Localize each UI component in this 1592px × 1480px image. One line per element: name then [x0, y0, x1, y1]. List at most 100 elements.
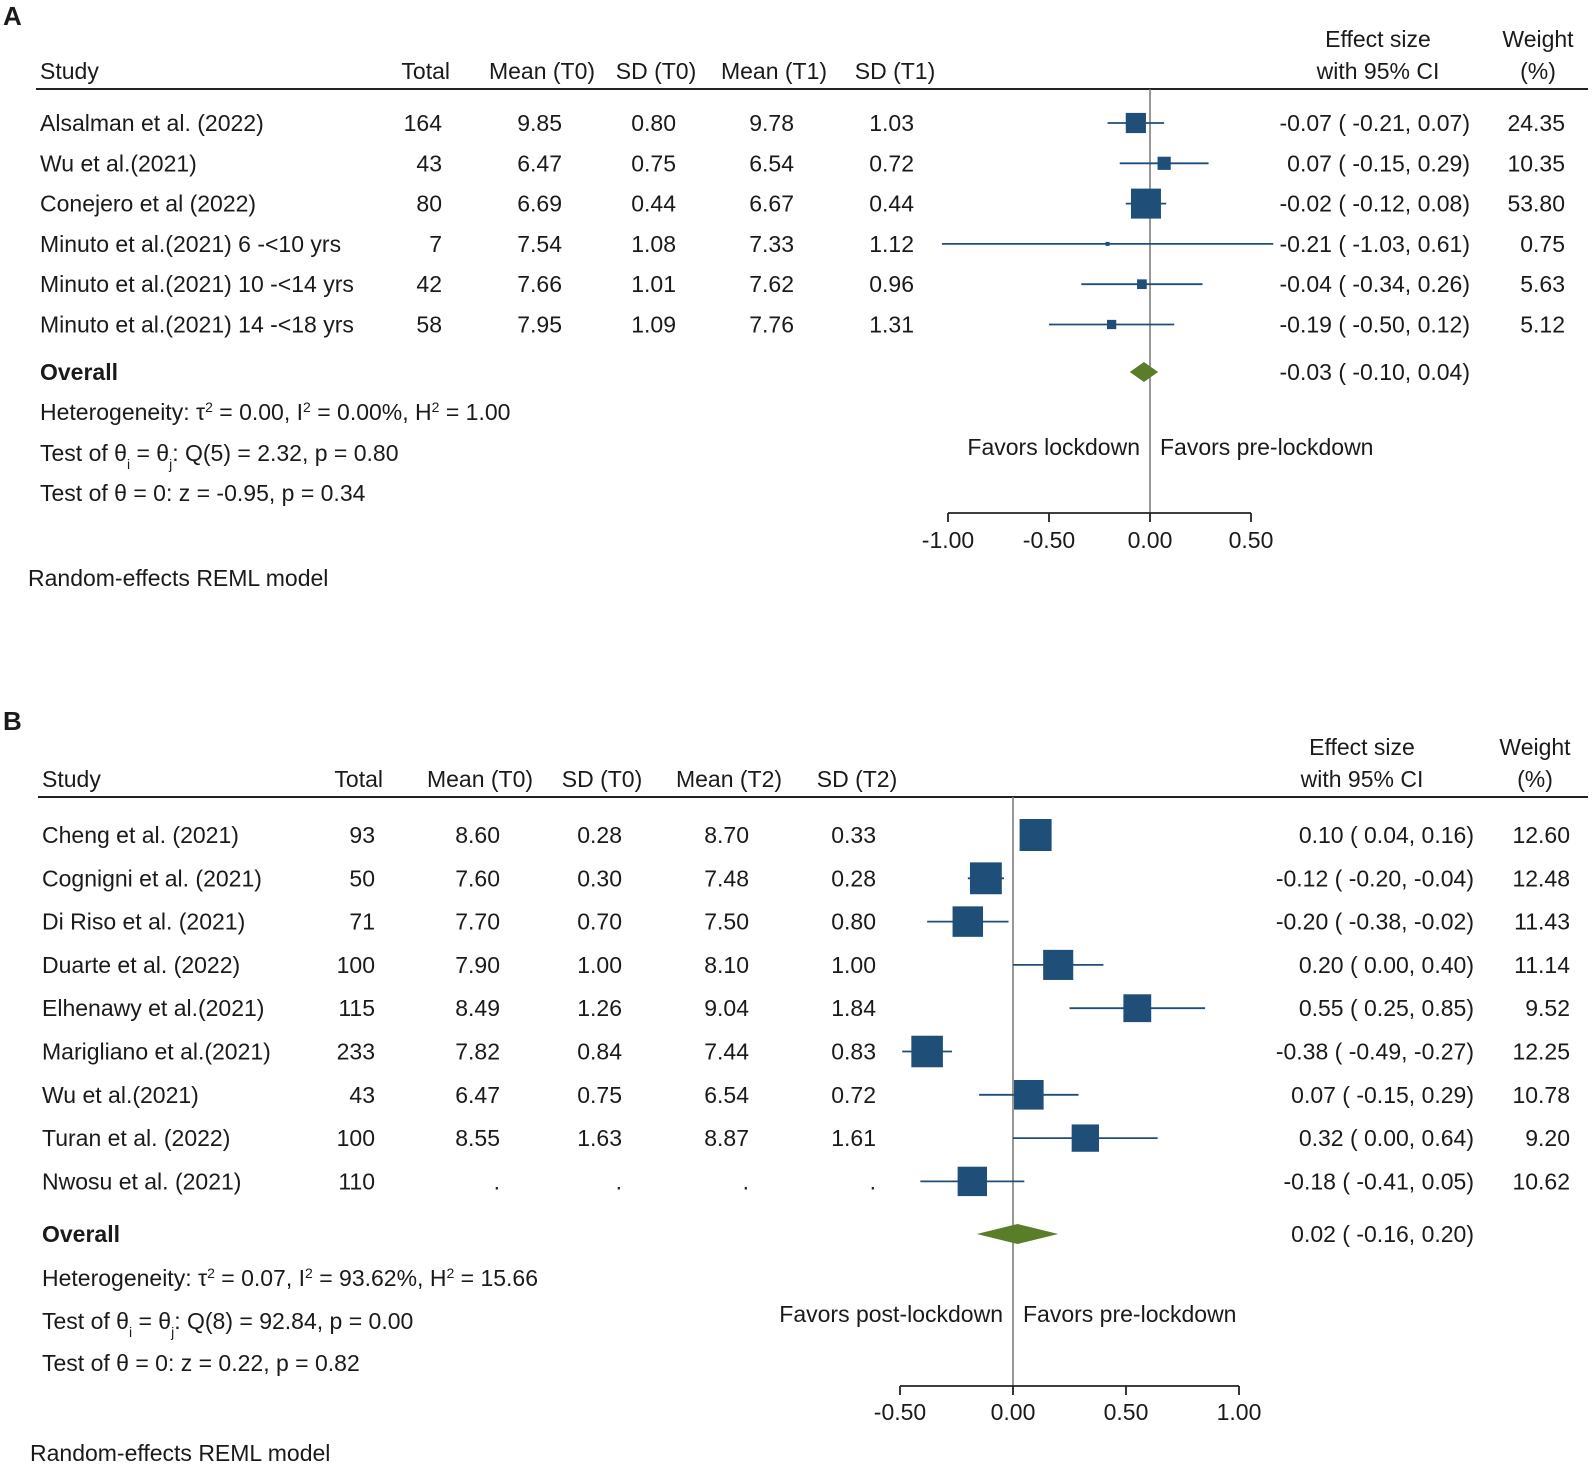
study-mean-t: 8.10 [704, 952, 749, 978]
header-sd-t0: SD (T0) [616, 58, 697, 84]
superscript: 2 [207, 1265, 215, 1281]
study-mean-t: 7.62 [749, 271, 794, 297]
study-weight: 12.60 [1512, 822, 1570, 848]
study-sd-t0: 0.75 [631, 150, 676, 176]
study-mean-t0: 7.82 [455, 1039, 500, 1065]
model-note: Random-effects REML model [30, 1440, 330, 1466]
study-weight: 9.20 [1525, 1125, 1570, 1151]
study-total: 71 [349, 909, 375, 935]
study-sd-t: 1.31 [869, 312, 914, 338]
study-mean-t0: 7.60 [455, 865, 500, 891]
overall-diamond [976, 1224, 1059, 1244]
x-tick-label: 0.00 [1128, 527, 1173, 553]
z-test-stat: Test of θ = 0: z = -0.95, p = 0.34 [40, 480, 366, 506]
study-sd-t0: 1.09 [631, 312, 676, 338]
study-row: Di Riso et al. (2021) 71 7.70 0.70 7.50 0.80 -… [42, 906, 1570, 937]
header-study: Study [42, 766, 101, 792]
model-note: Random-effects REML model [28, 565, 328, 591]
study-mean-t0: 7.90 [455, 952, 500, 978]
study-row: Minuto et al.(2021) 14 -<18 yrs 58 7.95 1.0… [40, 312, 1565, 338]
header-effect-size: Effect size [1325, 26, 1431, 52]
study-weight: 10.62 [1512, 1168, 1570, 1194]
study-name: Cognigni et al. (2021) [42, 865, 262, 891]
stat-part: Heterogeneity: τ [40, 399, 205, 425]
study-name: Duarte et al. (2022) [42, 952, 240, 978]
study-sd-t: 0.83 [831, 1039, 876, 1065]
study-total: 80 [416, 191, 442, 217]
stat-part: = 0.00, I [213, 399, 303, 425]
study-total: 100 [337, 1125, 375, 1151]
study-sd-t0: 0.30 [577, 865, 622, 891]
header-effect-size: Effect size [1309, 734, 1415, 760]
study-weight: 12.25 [1512, 1039, 1570, 1065]
study-row: Wu et al.(2021) 43 6.47 0.75 6.54 0.72 0.07 ( … [42, 1080, 1570, 1110]
study-sd-t0: . [616, 1168, 622, 1194]
superscript: 2 [305, 1265, 313, 1281]
q-test-stat: Test of θi = θj: Q(5) = 2.32, p = 0.80 [40, 440, 399, 472]
study-name: Di Riso et al. (2021) [42, 909, 245, 935]
panel-label: B [3, 706, 22, 736]
study-effect-ci: -0.21 ( -1.03, 0.61) [1280, 231, 1471, 257]
study-name: Wu et al.(2021) [42, 1082, 199, 1108]
study-total: 100 [337, 952, 375, 978]
study-sd-t: 0.80 [831, 909, 876, 935]
study-effect-ci: -0.20 ( -0.38, -0.02) [1276, 909, 1474, 935]
study-effect-ci: 0.07 ( -0.15, 0.29) [1291, 1082, 1474, 1108]
superscript: 2 [303, 399, 311, 415]
header-total: Total [401, 58, 450, 84]
study-mean-t: 8.87 [704, 1125, 749, 1151]
subscript: j [170, 1324, 174, 1340]
study-effect-ci: -0.12 ( -0.20, -0.04) [1276, 865, 1474, 891]
study-sd-t: 0.72 [869, 150, 914, 176]
study-name: Nwosu et al. (2021) [42, 1168, 241, 1194]
study-weight: 5.63 [1520, 271, 1565, 297]
stat-part: = 1.00 [439, 399, 510, 425]
study-weight: 53.80 [1507, 191, 1565, 217]
study-effect-ci: 0.10 ( 0.04, 0.16) [1299, 822, 1474, 848]
header-sd-t: SD (T2) [817, 766, 898, 792]
overall-diamond [1129, 362, 1159, 382]
study-mean-t: 7.50 [704, 909, 749, 935]
study-row: Elhenawy et al.(2021) 115 8.49 1.26 9.04 1.84… [42, 994, 1570, 1023]
study-effect-ci: 0.20 ( 0.00, 0.40) [1299, 952, 1474, 978]
study-sd-t: 1.61 [831, 1125, 876, 1151]
study-mean-t0: 8.55 [455, 1125, 500, 1151]
stat-part: Test of θ [42, 1308, 129, 1334]
study-sd-t: 0.96 [869, 271, 914, 297]
z-test-stat: Test of θ = 0: z = 0.22, p = 0.82 [42, 1350, 360, 1376]
favors-right-label: Favors pre-lockdown [1160, 434, 1373, 460]
study-sd-t0: 0.44 [631, 191, 676, 217]
study-sd-t: 0.44 [869, 191, 914, 217]
study-row: Cheng et al. (2021) 93 8.60 0.28 8.70 0.33 0.1… [42, 819, 1570, 851]
x-tick-label: 0.50 [1229, 527, 1274, 553]
effect-marker [1157, 156, 1171, 170]
superscript: 2 [446, 1265, 454, 1281]
study-mean-t: 7.48 [704, 865, 749, 891]
study-weight: 0.75 [1520, 231, 1565, 257]
study-row: Alsalman et al. (2022) 164 9.85 0.80 9.78 1.0… [40, 110, 1565, 136]
effect-marker [1125, 112, 1146, 134]
x-tick-label: 1.00 [1217, 1399, 1262, 1425]
header-weight-pct: (%) [1517, 766, 1553, 792]
study-weight: 10.35 [1507, 150, 1565, 176]
forest-panel-a: A Study Total Mean (T0) SD (T0) Mean (T1) SD (… [3, 1, 1588, 591]
effect-marker [1123, 994, 1152, 1023]
study-total: 58 [416, 312, 442, 338]
study-total: 164 [404, 110, 443, 136]
study-mean-t0: 7.54 [517, 231, 562, 257]
favors-left-label: Favors lockdown [967, 434, 1140, 460]
heterogeneity-stat: Heterogeneity: τ2 = 0.00, I2 = 0.00%, H2… [40, 399, 510, 425]
study-total: 42 [416, 271, 442, 297]
stat-part: : Q(8) = 92.84, p = 0.00 [174, 1308, 413, 1334]
header-mean-t0: Mean (T0) [489, 58, 595, 84]
study-row: Turan et al. (2022) 100 8.55 1.63 8.87 1.61 0.… [42, 1124, 1570, 1152]
header-study: Study [40, 58, 99, 84]
study-sd-t0: 0.28 [577, 822, 622, 848]
study-sd-t: 1.00 [831, 952, 876, 978]
study-sd-t0: 1.01 [631, 271, 676, 297]
study-sd-t: 1.03 [869, 110, 914, 136]
subscript: i [129, 1324, 132, 1340]
study-effect-ci: 0.07 ( -0.15, 0.29) [1287, 150, 1470, 176]
